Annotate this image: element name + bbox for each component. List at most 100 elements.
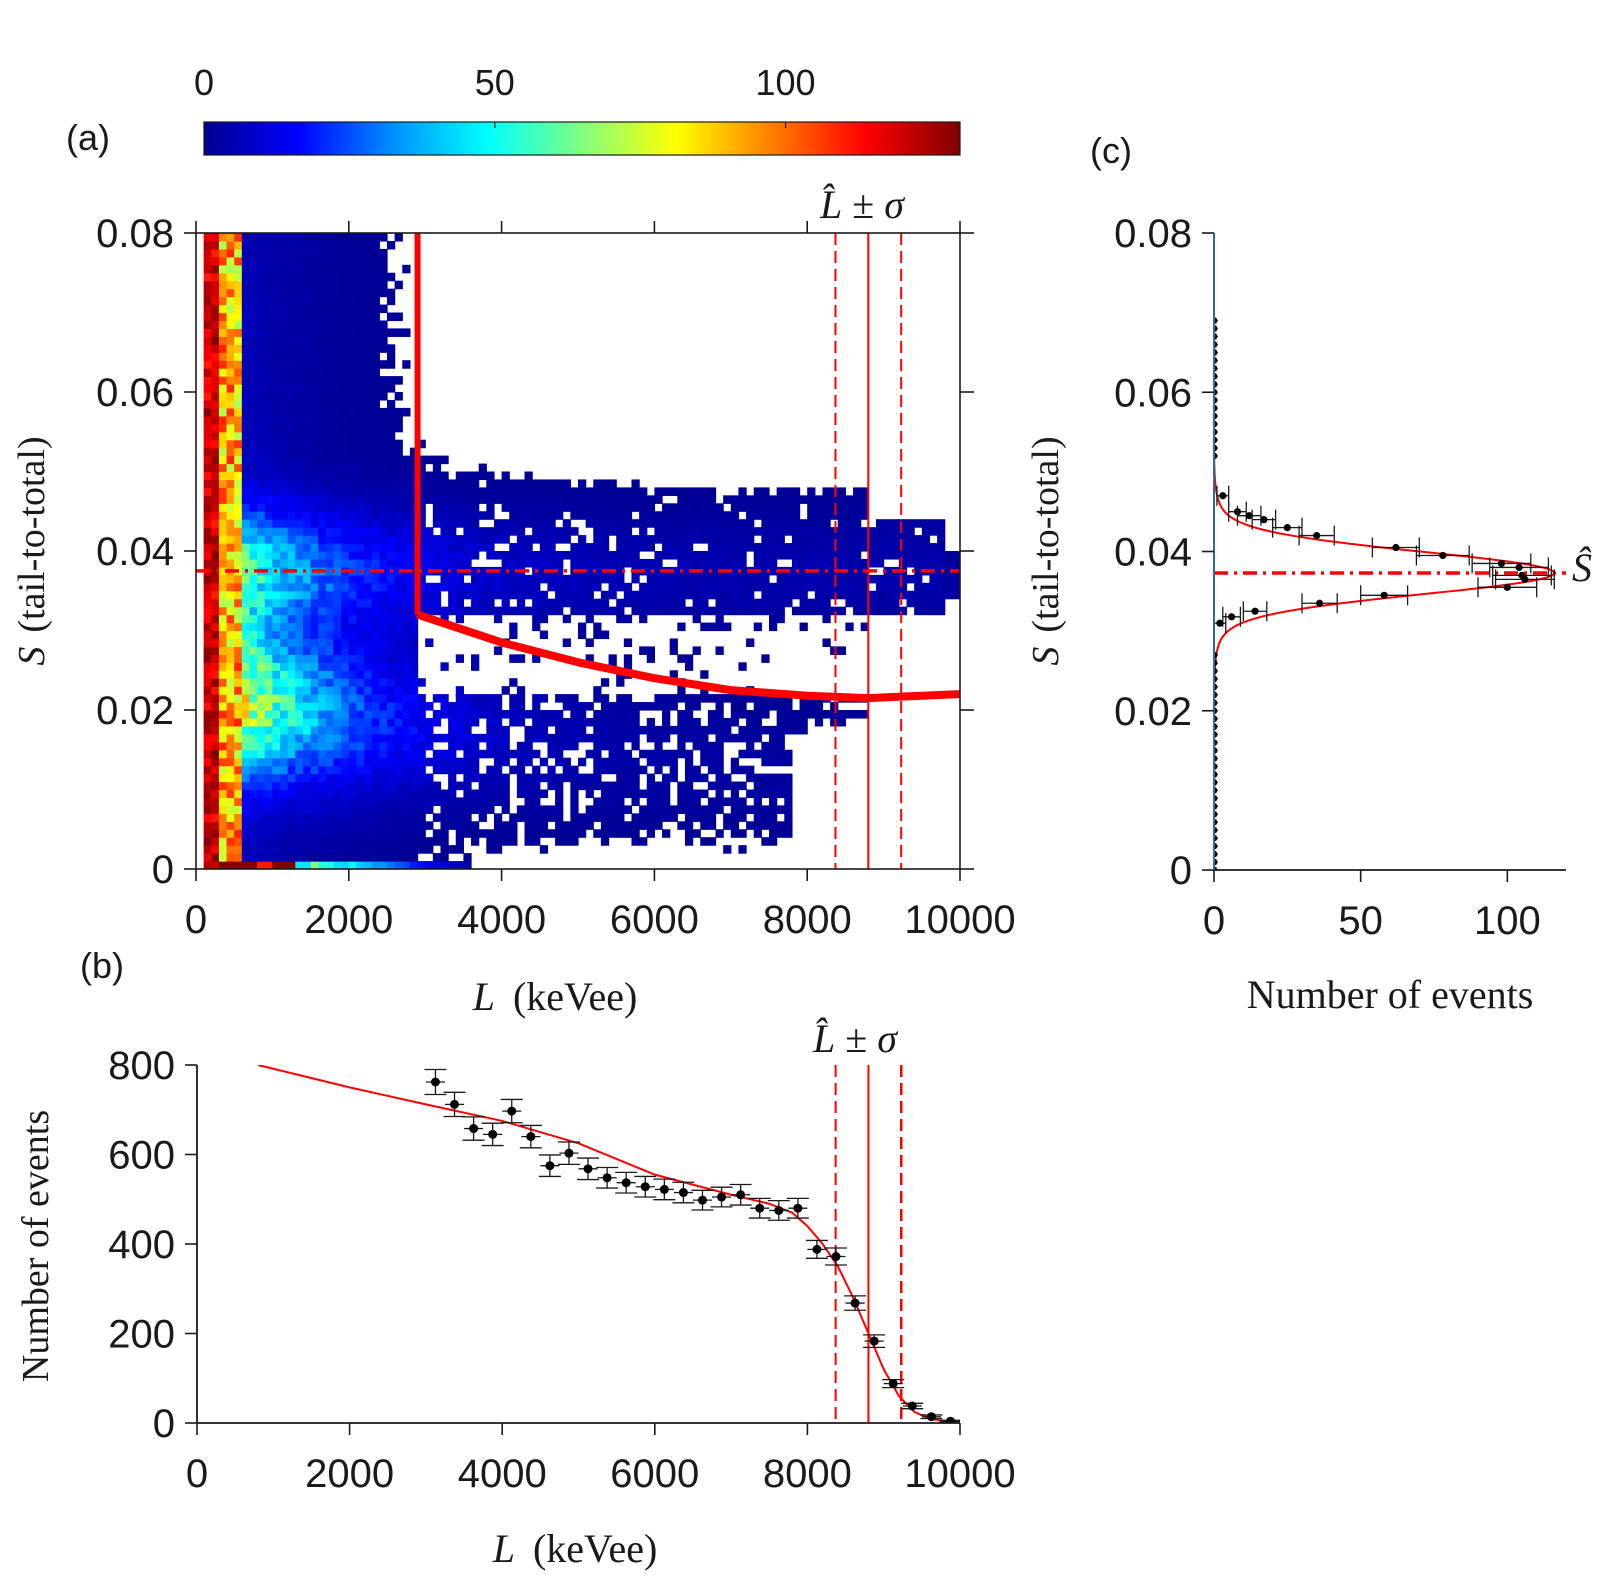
heatmap-cell xyxy=(280,455,289,465)
heatmap-cell xyxy=(547,606,556,616)
heatmap-cell xyxy=(608,487,617,496)
heatmap-cell xyxy=(341,407,350,417)
heatmap-cell xyxy=(364,312,373,322)
heatmap-cell xyxy=(684,781,694,791)
heatmap-cell xyxy=(211,233,220,242)
heatmap-cell xyxy=(425,773,434,783)
heatmap-cell xyxy=(769,590,778,600)
heatmap-cell xyxy=(677,598,686,608)
heatmap-cell xyxy=(684,527,694,536)
heatmap-cell xyxy=(211,280,220,290)
heatmap-cell xyxy=(249,717,258,727)
heatmap-cell xyxy=(669,694,678,703)
heatmap-cell xyxy=(914,566,923,576)
heatmap-cell xyxy=(226,702,235,711)
heatmap-cell xyxy=(302,304,312,314)
heatmap-cell xyxy=(440,614,449,624)
heatmap-cell xyxy=(753,558,762,568)
heatmap-cell xyxy=(387,702,396,711)
heatmap-cell xyxy=(730,558,740,568)
heatmap-cell xyxy=(585,749,594,759)
heatmap-cell xyxy=(387,630,396,640)
heatmap-cell xyxy=(394,415,403,425)
heatmap-cell xyxy=(364,344,373,353)
heatmap-cell xyxy=(257,582,266,592)
heatmap-cell xyxy=(310,813,319,822)
heatmap-cell xyxy=(264,368,273,377)
heatmap-cell xyxy=(272,471,281,481)
heatmap-cell xyxy=(723,733,732,743)
heatmap-cell xyxy=(249,829,258,838)
heatmap-cell xyxy=(723,821,732,830)
heatmap-cell xyxy=(302,765,312,775)
panel-c-xlabel: Number of events xyxy=(1247,972,1534,1017)
heatmap-cell xyxy=(532,558,541,568)
heatmap-cell xyxy=(203,344,212,353)
heatmap-cell xyxy=(608,805,617,814)
heatmap-cell xyxy=(287,392,296,401)
heatmap-cell xyxy=(677,622,686,632)
heatmap-cell xyxy=(257,256,266,266)
heatmap-cell xyxy=(898,606,908,616)
heatmap-cell xyxy=(761,606,770,616)
heatmap-cell xyxy=(753,622,762,632)
heatmap-cell xyxy=(845,598,854,608)
panel-c-point xyxy=(1283,524,1291,532)
heatmap-cell xyxy=(280,503,289,512)
heatmap-cell xyxy=(364,264,373,274)
heatmap-cell xyxy=(684,495,694,504)
heatmap-cell xyxy=(891,527,900,536)
heatmap-cell xyxy=(417,821,426,830)
heatmap-cell xyxy=(287,654,296,663)
heatmap-cell xyxy=(241,654,251,663)
heatmap-cell xyxy=(440,471,449,481)
heatmap-cell xyxy=(333,264,342,274)
heatmap-cell xyxy=(211,670,220,679)
heatmap-cell xyxy=(432,606,442,616)
heatmap-cell xyxy=(539,694,549,703)
heatmap-cell xyxy=(249,678,258,687)
heatmap-cell xyxy=(325,423,335,433)
heatmap-cell xyxy=(501,757,510,767)
heatmap-cell xyxy=(746,519,755,528)
heatmap-cell xyxy=(409,503,419,512)
y-tick-label: 800 xyxy=(108,1044,175,1088)
heatmap-cell xyxy=(387,344,396,353)
panel-b-point xyxy=(869,1336,879,1346)
heatmap-cell xyxy=(234,845,243,854)
heatmap-cell xyxy=(356,503,365,512)
heatmap-cell xyxy=(318,423,327,433)
heatmap-cell xyxy=(356,733,365,743)
heatmap-cell xyxy=(226,272,235,282)
heatmap-cell xyxy=(379,590,388,600)
heatmap-cell xyxy=(257,654,266,663)
heatmap-cell xyxy=(295,487,304,496)
heatmap-cell xyxy=(341,646,350,655)
heatmap-cell xyxy=(325,360,335,369)
heatmap-cell xyxy=(425,638,434,647)
heatmap-cell xyxy=(257,789,266,799)
heatmap-cell xyxy=(700,495,709,504)
heatmap-cell xyxy=(257,407,266,417)
heatmap-cell xyxy=(448,582,457,592)
heatmap-cell xyxy=(364,757,373,767)
heatmap-cell xyxy=(264,455,273,465)
heatmap-cell xyxy=(387,415,396,425)
heatmap-cell xyxy=(623,805,633,814)
heatmap-cell xyxy=(753,805,762,814)
heatmap-cell xyxy=(669,773,678,783)
heatmap-cell xyxy=(493,821,503,830)
heatmap-cell xyxy=(700,694,709,703)
heatmap-cell xyxy=(280,519,289,528)
heatmap-cell xyxy=(493,495,503,504)
heatmap-cell xyxy=(539,789,549,799)
heatmap-cell xyxy=(425,725,434,735)
heatmap-cell xyxy=(929,598,938,608)
heatmap-cell xyxy=(463,717,472,727)
heatmap-cell xyxy=(387,535,396,544)
heatmap-cell xyxy=(387,765,396,775)
heatmap-cell xyxy=(394,686,403,695)
heatmap-cell xyxy=(234,797,243,806)
heatmap-cell xyxy=(394,741,403,751)
heatmap-cell xyxy=(348,376,358,385)
